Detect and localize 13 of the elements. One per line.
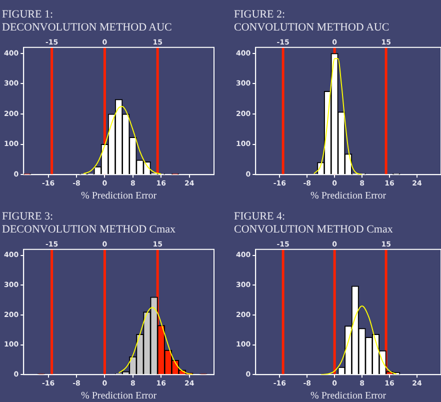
x-axis-title: % Prediction Error [81, 190, 158, 202]
chart-subtitle: CONVOLUTION METHOD Cmax [234, 224, 394, 236]
chart-title: FIGURE 4: [234, 210, 286, 222]
line-series [83, 106, 162, 174]
chart-subtitle: DECONVOLUTION METHOD AUC [2, 22, 172, 34]
x-axis-title: % Prediction Error [310, 390, 387, 402]
chart-title: FIGURE 1: [2, 8, 54, 20]
chart-subtitle: CONVOLUTION METHOD AUC [234, 22, 390, 34]
chart-subtitle: DECONVOLUTION METHOD Cmax [2, 224, 176, 236]
x-axis-title: % Prediction Error [310, 190, 387, 202]
chart-title: FIGURE 3: [2, 210, 54, 222]
chart-title: FIGURE 2: [234, 8, 286, 20]
x-axis-title: % Prediction Error [81, 390, 158, 402]
